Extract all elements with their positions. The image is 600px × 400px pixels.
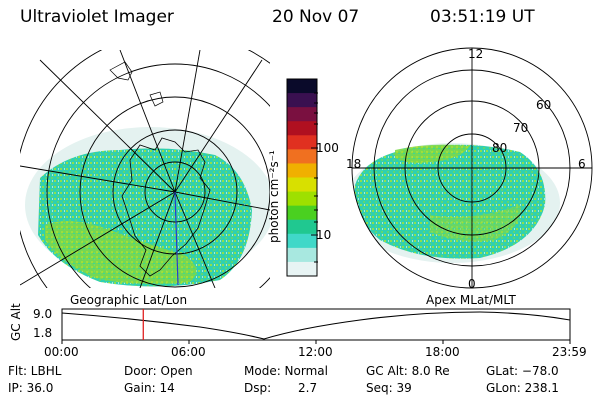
- colorbar-band: [287, 163, 317, 178]
- coast-fragment: [149, 91, 164, 107]
- colorbar-unit-label: photon cm⁻²s⁻¹: [267, 150, 281, 243]
- colorbar-band: [287, 121, 317, 136]
- mode-readout: Mode: Normal: [244, 364, 328, 378]
- time-tick-2359: 23:59: [552, 345, 587, 359]
- door-readout: Door: Open: [124, 364, 193, 378]
- altitude-curve: [61, 311, 571, 340]
- polar-grid: [351, 47, 593, 289]
- colorbar: [286, 78, 318, 277]
- coast-fragment: [109, 61, 133, 81]
- colorbar-band: [287, 233, 317, 249]
- dsp-label: Dsp:: [244, 381, 272, 395]
- antarctica-coastline: [121, 137, 211, 277]
- time-tick-1200: 12:00: [298, 345, 333, 359]
- dsp-value: 2.7: [298, 381, 318, 395]
- seq-readout: Seq: 39: [366, 381, 412, 395]
- geo-panel-caption: Geographic Lat/Lon: [70, 293, 188, 307]
- geo-bright-emission: [45, 221, 197, 285]
- gain-readout: Gain: 14: [124, 381, 175, 395]
- colorbar-band: [287, 219, 317, 235]
- colorbar-tick-100: 100: [316, 141, 339, 155]
- colorbar-band: [287, 205, 317, 221]
- instrument-title: Ultraviolet Imager: [20, 7, 174, 27]
- time-tick-0000: 00:00: [44, 345, 79, 359]
- altitude-frame: [61, 308, 571, 341]
- altitude-tick-low: 1.8: [33, 326, 53, 340]
- geographic-map: [20, 50, 270, 288]
- polar-panel-caption: Apex MLat/MLT: [426, 293, 516, 307]
- mlt-label-18: 18: [346, 157, 362, 171]
- colorbar-band: [287, 261, 317, 277]
- colorbar-band: [287, 107, 317, 122]
- polar-map: [351, 47, 593, 289]
- ip-readout: IP: 36.0: [8, 381, 54, 395]
- mlt-label-0: 0: [468, 277, 476, 291]
- polar-auroral-emission: [354, 144, 546, 259]
- colorbar-band: [287, 149, 317, 164]
- colorbar-tick-10: 10: [316, 228, 332, 242]
- mlat-label-70: 70: [513, 121, 529, 135]
- nadir-meridian: [174, 191, 179, 286]
- altitude-axis-label: GC Alt: [9, 303, 23, 341]
- colorbar-band: [287, 191, 317, 207]
- colorbar-band: [287, 93, 317, 108]
- gc-alt-readout: GC Alt: 8.0 Re: [366, 364, 450, 378]
- colorbar-band: [287, 135, 317, 150]
- colorbar-band: [287, 177, 317, 193]
- colorbar-band: [287, 79, 317, 94]
- date-label: 20 Nov 07: [272, 7, 360, 27]
- time-tick-0600: 06:00: [171, 345, 206, 359]
- mlat-label-60: 60: [536, 98, 552, 112]
- colorbar-band: [287, 247, 317, 263]
- time-label: 03:51:19 UT: [430, 7, 535, 27]
- glat-readout: GLat: −78.0: [486, 364, 559, 378]
- filter-readout: Flt: LBHL: [8, 364, 62, 378]
- time-tick-1800: 18:00: [425, 345, 460, 359]
- mlat-label-80: 80: [492, 141, 508, 155]
- mlt-label-6: 6: [578, 157, 586, 171]
- altitude-tick-high: 9.0: [33, 307, 53, 321]
- altitude-plot: [61, 308, 571, 344]
- colorbar-ticks: [311, 92, 318, 263]
- glon-readout: GLon: 238.1: [486, 381, 559, 395]
- mlt-label-12: 12: [468, 47, 484, 61]
